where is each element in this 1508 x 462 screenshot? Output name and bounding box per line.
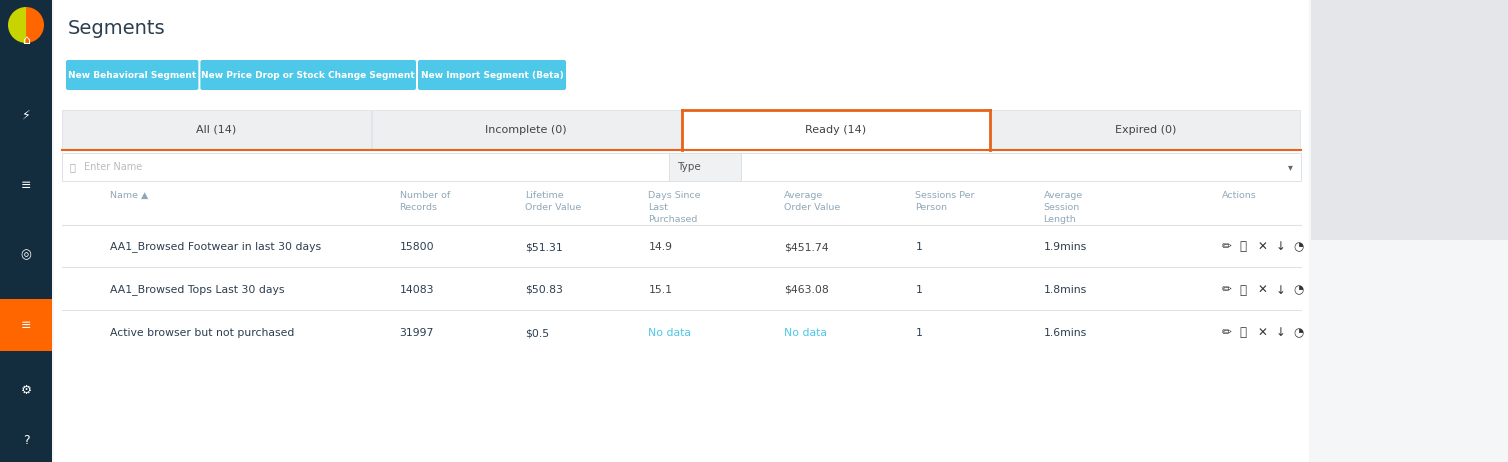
Text: Average
Session
Length: Average Session Length — [1044, 191, 1083, 224]
Text: Incomplete (0): Incomplete (0) — [486, 125, 567, 135]
Text: ✕: ✕ — [1258, 284, 1267, 297]
Text: ◎: ◎ — [21, 249, 32, 261]
Text: Number of
Records: Number of Records — [400, 191, 449, 212]
Text: Actions: Actions — [1221, 191, 1256, 200]
Text: Segments: Segments — [68, 18, 166, 37]
Text: 🔑: 🔑 — [1240, 241, 1247, 254]
Bar — [62, 153, 670, 181]
Text: AA1_Browsed Tops Last 30 days: AA1_Browsed Tops Last 30 days — [110, 285, 285, 296]
Text: Type: Type — [677, 162, 701, 172]
Text: No data: No data — [784, 328, 828, 338]
Bar — [372, 110, 680, 150]
Text: ⚡: ⚡ — [21, 109, 30, 122]
Text: New Import Segment (Beta): New Import Segment (Beta) — [421, 71, 564, 79]
Text: 15.1: 15.1 — [648, 285, 673, 295]
Text: Active browser but not purchased: Active browser but not purchased — [110, 328, 294, 338]
Text: $463.08: $463.08 — [784, 285, 829, 295]
Text: Ready (14): Ready (14) — [805, 125, 867, 135]
FancyBboxPatch shape — [201, 60, 416, 90]
Text: ↓: ↓ — [1276, 327, 1285, 340]
Text: ◔: ◔ — [1294, 284, 1304, 297]
Text: Lifetime
Order Value: Lifetime Order Value — [525, 191, 581, 212]
Text: All (14): All (14) — [196, 125, 237, 135]
FancyBboxPatch shape — [418, 60, 566, 90]
Text: Name ▲: Name ▲ — [110, 191, 148, 200]
Bar — [682, 110, 991, 150]
Text: 14.9: 14.9 — [648, 242, 673, 252]
Text: 1: 1 — [915, 285, 923, 295]
Wedge shape — [8, 7, 26, 43]
Bar — [670, 153, 740, 181]
Text: 1: 1 — [915, 328, 923, 338]
Text: ⌕: ⌕ — [69, 162, 75, 172]
FancyBboxPatch shape — [66, 60, 199, 90]
Text: ✏: ✏ — [1221, 327, 1232, 340]
Text: $51.31: $51.31 — [525, 242, 562, 252]
Bar — [991, 110, 1300, 150]
Text: 14083: 14083 — [400, 285, 434, 295]
Text: $451.74: $451.74 — [784, 242, 829, 252]
Text: ◔: ◔ — [1294, 327, 1304, 340]
Text: New Behavioral Segment: New Behavioral Segment — [68, 71, 196, 79]
Text: 15800: 15800 — [400, 242, 434, 252]
Text: 1.8mins: 1.8mins — [1044, 285, 1087, 295]
Wedge shape — [26, 7, 44, 25]
Text: ✏: ✏ — [1221, 284, 1232, 297]
Text: ⚙: ⚙ — [21, 383, 32, 396]
Text: ≡: ≡ — [21, 178, 32, 192]
Bar — [62, 110, 371, 150]
Text: $50.83: $50.83 — [525, 285, 562, 295]
Text: 🔑: 🔑 — [1240, 327, 1247, 340]
Text: 1.9mins: 1.9mins — [1044, 242, 1087, 252]
Bar — [0, 299, 51, 351]
Bar — [1310, 0, 1508, 240]
Text: Sessions Per
Person: Sessions Per Person — [915, 191, 974, 212]
Text: ↓: ↓ — [1276, 241, 1285, 254]
Bar — [0, 0, 51, 462]
Text: 🔑: 🔑 — [1240, 284, 1247, 297]
Text: ▾: ▾ — [1288, 162, 1292, 172]
Text: ◔: ◔ — [1294, 241, 1304, 254]
Text: 1: 1 — [915, 242, 923, 252]
Text: ✕: ✕ — [1258, 241, 1267, 254]
Text: ?: ? — [23, 433, 29, 446]
Text: ✕: ✕ — [1258, 327, 1267, 340]
Text: AA1_Browsed Footwear in last 30 days: AA1_Browsed Footwear in last 30 days — [110, 242, 321, 252]
Text: Average
Order Value: Average Order Value — [784, 191, 840, 212]
Bar — [54, 0, 1309, 462]
Text: 31997: 31997 — [400, 328, 434, 338]
Text: No data: No data — [648, 328, 692, 338]
Text: 1.6mins: 1.6mins — [1044, 328, 1087, 338]
Text: Enter Name: Enter Name — [84, 162, 142, 172]
Text: $0.5: $0.5 — [525, 328, 549, 338]
Text: Expired (0): Expired (0) — [1114, 125, 1176, 135]
Text: Days Since
Last
Purchased: Days Since Last Purchased — [648, 191, 701, 224]
Bar — [740, 153, 1301, 181]
Text: ✏: ✏ — [1221, 241, 1232, 254]
Text: ↓: ↓ — [1276, 284, 1285, 297]
Wedge shape — [26, 25, 44, 43]
Text: ≡: ≡ — [21, 318, 32, 332]
Text: ⌂: ⌂ — [23, 34, 30, 47]
Text: New Price Drop or Stock Change Segment: New Price Drop or Stock Change Segment — [202, 71, 415, 79]
